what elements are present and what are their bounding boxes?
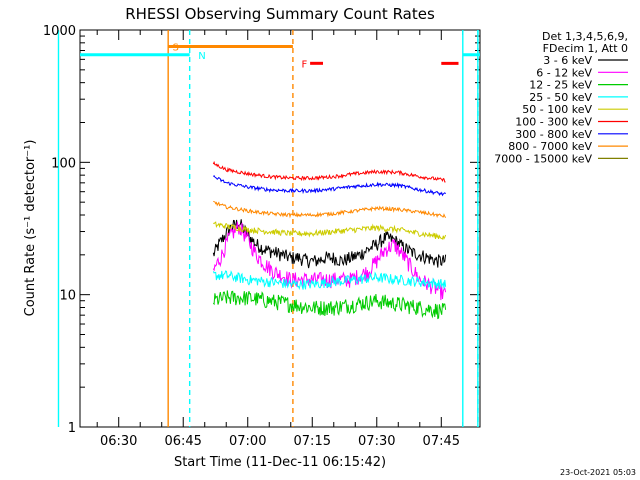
plot-frame: [79, 29, 481, 428]
annotation-f: F: [302, 59, 308, 70]
grid-marks: [80, 30, 480, 428]
y-tick-label: 1000: [43, 24, 76, 39]
legend-entry: 7000 - 15000 keV: [494, 152, 592, 165]
chart-title: RHESSI Observing Summary Count Rates: [125, 5, 435, 23]
series-line: [212, 270, 447, 291]
series-line: [213, 221, 447, 240]
y-axis-label: Count Rate (s⁻¹ detector⁻¹): [23, 140, 38, 317]
series-line: [212, 221, 447, 301]
series-line: [212, 160, 446, 183]
legend-header-1: Det 1,3,4,5,6,9,: [542, 30, 628, 43]
vertical-markers: [57, 30, 479, 427]
x-tick-label: 07:45: [423, 434, 460, 449]
series-line: [212, 219, 447, 269]
y-tick-labels: 1 10 100 1000: [43, 24, 76, 436]
y-tick-label: 1: [68, 421, 76, 436]
legend-entry: 50 - 100 keV: [522, 103, 592, 116]
x-tick-label: 06:30: [100, 434, 137, 449]
legend-entry: 12 - 25 keV: [529, 79, 592, 92]
legend-entry: 3 - 6 keV: [543, 54, 592, 67]
legend-entry: 25 - 50 keV: [529, 91, 592, 104]
x-tick-label: 07:15: [294, 434, 331, 449]
legend-header-2: FDecim 1, Att 0: [543, 42, 628, 55]
x-axis-label: Start Time (11-Dec-11 06:15:42): [174, 455, 386, 470]
y-tick-label: 10: [59, 289, 76, 304]
annotation-n: N: [198, 51, 205, 62]
y-tick-label: 100: [51, 156, 76, 171]
legend: Det 1,3,4,5,6,9, FDecim 1, Att 0 3 - 6 k…: [494, 30, 628, 165]
series-line: [212, 175, 446, 197]
legend-entry: 300 - 800 keV: [515, 128, 592, 141]
legend-entry: 6 - 12 keV: [536, 66, 592, 79]
annotation-s: S: [172, 43, 178, 54]
x-tick-label: 07:30: [358, 434, 395, 449]
legend-entry: 800 - 7000 keV: [508, 140, 592, 153]
legend-entry: 100 - 300 keV: [515, 116, 592, 129]
timestamp: 23-Oct-2021 05:03: [560, 468, 636, 477]
x-tick-label: 07:00: [229, 434, 266, 449]
series-line: [212, 290, 447, 320]
x-tick-label: 06:45: [164, 434, 201, 449]
series-line: [213, 200, 447, 219]
x-tick-labels: 06:30 06:45 07:00 07:15 07:30 07:45: [100, 434, 460, 449]
series-layer: [212, 160, 447, 320]
annotation-layer: S N F: [80, 43, 480, 70]
